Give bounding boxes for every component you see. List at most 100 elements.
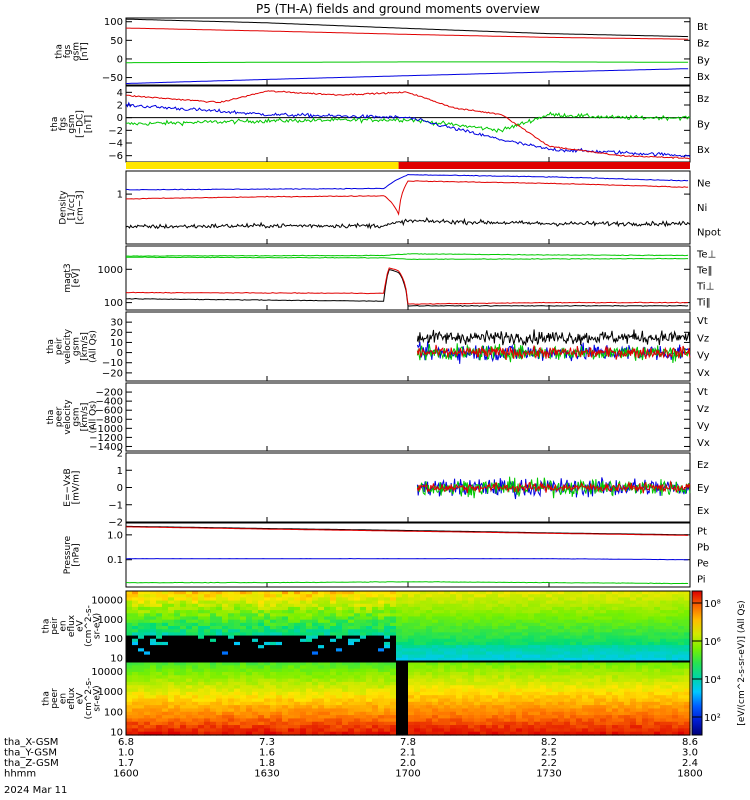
spectrogram-cell [138, 626, 145, 630]
ylabel-line: [−DC] [76, 110, 86, 138]
spectrogram-cell [306, 681, 313, 686]
spectrogram-cell [558, 685, 565, 690]
spectrogram-cell [204, 728, 211, 733]
spectrogram-cell [390, 691, 397, 696]
spectrogram-cell [666, 705, 673, 710]
spectrogram-cell [192, 635, 199, 640]
spectrogram-cell [342, 616, 349, 621]
spectrogram-cell [666, 691, 673, 696]
spectrogram-cell [606, 648, 613, 653]
spectrogram-cell [444, 597, 451, 602]
spectrogram-cell [516, 731, 523, 736]
spectrogram-cell [396, 600, 403, 605]
spectrogram-cell [132, 685, 139, 690]
spectrogram-cell [678, 695, 685, 700]
spectrogram-cell [582, 616, 589, 621]
legend-entry: Vz [697, 404, 709, 415]
spectrogram-cell [348, 638, 355, 643]
spectrogram-cell [600, 613, 607, 618]
spectrogram-cell [504, 695, 511, 700]
spectrogram-cell [276, 645, 283, 649]
spectrogram-cell [324, 606, 331, 611]
ylabel-line: [km/s] [80, 332, 90, 361]
spectrogram-cell [492, 606, 499, 611]
spectrogram-cell [408, 594, 415, 598]
spectrogram-cell [348, 635, 355, 640]
spectrogram-cell [636, 705, 643, 710]
spectrogram-cell [456, 619, 463, 624]
spectrogram-cell [150, 606, 157, 611]
spectrogram-cell [174, 610, 181, 614]
spectrogram-cell [576, 622, 583, 627]
ylabel-line: tha [46, 339, 56, 354]
spectrogram-cell [162, 635, 169, 640]
spectrogram-cell [234, 613, 241, 618]
spectrogram-cell [618, 701, 625, 706]
spectrogram-cell [186, 632, 193, 637]
spectrogram-cell [576, 695, 583, 700]
spectrogram-cell [402, 651, 409, 656]
spectrogram-cell [594, 594, 601, 598]
spectrogram-cell [396, 657, 403, 662]
ytick-label: 2 [117, 101, 123, 112]
spectrogram-cell [402, 632, 409, 637]
ylabel-line: gsm [67, 114, 77, 133]
spectrogram-cell [600, 635, 607, 640]
spectrogram-cell [240, 629, 247, 633]
spectrogram-cell [288, 629, 295, 633]
spectrogram-cell [504, 591, 511, 595]
spectrogram-cell [384, 597, 391, 602]
spectrogram-cell [390, 657, 397, 662]
spectrogram-cell [216, 705, 223, 710]
spectrogram-cell [618, 622, 625, 627]
spectrogram-cell [654, 622, 661, 627]
spectrogram-cell [372, 698, 379, 703]
spectrogram-cell [396, 635, 403, 640]
spectrogram-cell [246, 648, 253, 653]
spectrogram-cell [432, 600, 439, 605]
spectrogram-cell [216, 597, 223, 602]
spectrogram-cell [486, 600, 493, 605]
spectrogram-cell [384, 721, 391, 726]
spectrogram-cell [354, 662, 361, 666]
spectrogram-cell [198, 691, 205, 696]
spectrogram-cell [528, 715, 535, 720]
spectrogram-cell [648, 597, 655, 602]
spectrogram-cell [426, 657, 433, 662]
spectrogram-cell [480, 591, 487, 595]
spectrogram-cell [228, 622, 235, 627]
spectrogram-cell [624, 681, 631, 686]
spectrogram-cell [558, 626, 565, 630]
spectrogram-cell [294, 616, 301, 621]
spectrogram-cell [510, 613, 517, 618]
spectrogram-cell [414, 708, 421, 713]
spectrogram-cell [444, 715, 451, 720]
spectrogram-cell [210, 728, 217, 733]
spectrogram-cell [252, 708, 259, 713]
spectrogram-cell [438, 695, 445, 700]
spectrogram-cell [276, 619, 283, 624]
spectrogram-cell [168, 665, 175, 670]
spectrogram-cell [534, 638, 541, 643]
spectrogram-cell [198, 594, 205, 598]
spectrogram-cell [222, 654, 229, 659]
spectrogram-cell [270, 701, 277, 706]
spectrogram-cell [336, 698, 343, 703]
spectrogram-cell [210, 671, 217, 676]
spectrogram-cell [288, 685, 295, 690]
spectrogram-cell [546, 591, 553, 595]
spectrogram-cell [522, 645, 529, 649]
spectrogram-cell [384, 725, 391, 729]
spectrogram-cell [228, 698, 235, 703]
spectrogram-cell [216, 594, 223, 598]
spectrogram-cell [432, 665, 439, 670]
spectrogram-cell [354, 635, 361, 640]
spectrogram-cell [276, 597, 283, 602]
spectrogram-cell [684, 648, 691, 653]
spectrogram-cell [414, 668, 421, 673]
spectrogram-cell [408, 606, 415, 611]
spectrogram-cell [174, 681, 181, 686]
spectrogram-cell [606, 626, 613, 630]
spectrogram-cell [426, 635, 433, 640]
spectrogram-cell [480, 641, 487, 646]
